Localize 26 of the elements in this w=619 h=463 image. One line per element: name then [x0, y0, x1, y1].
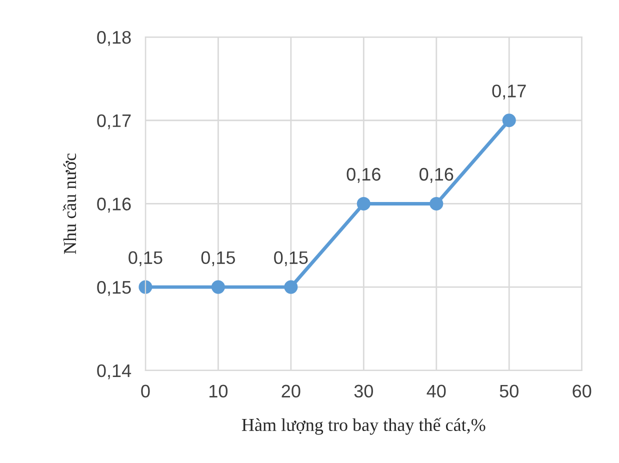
data-label: 0,16 — [346, 168, 380, 183]
x-axis-title: Hàm lượng tro bay thay thế cát,% — [242, 418, 486, 435]
y-tick-label: 0,14 — [97, 364, 132, 380]
x-tick-label: 10 — [210, 384, 228, 398]
data-label: 0,15 — [201, 251, 236, 266]
y-tick-label: 0,15 — [97, 280, 131, 296]
point — [430, 196, 444, 210]
y-axis-title: Nhu cầu nước — [62, 154, 76, 254]
x-tick-label: 40 — [426, 384, 446, 398]
data-label: 0,17 — [492, 84, 526, 100]
y-tick-label: 0,16 — [97, 198, 131, 213]
point — [284, 280, 298, 294]
x-tick-label: 0 — [141, 384, 150, 398]
point — [502, 114, 516, 128]
y-tick-label: 0,18 — [97, 30, 131, 46]
data-label: 0,15 — [128, 251, 162, 266]
data-label: 0,16 — [420, 168, 454, 183]
point — [211, 280, 225, 294]
point — [138, 280, 152, 294]
x-tick-label: 30 — [354, 384, 373, 398]
x-tick-label: 20 — [282, 384, 300, 398]
x-tick-label: 50 — [500, 384, 518, 398]
x-tick-label: 60 — [572, 384, 592, 398]
data-label: 0,15 — [274, 251, 308, 266]
point — [356, 196, 370, 210]
y-tick-label: 0,17 — [97, 114, 131, 130]
